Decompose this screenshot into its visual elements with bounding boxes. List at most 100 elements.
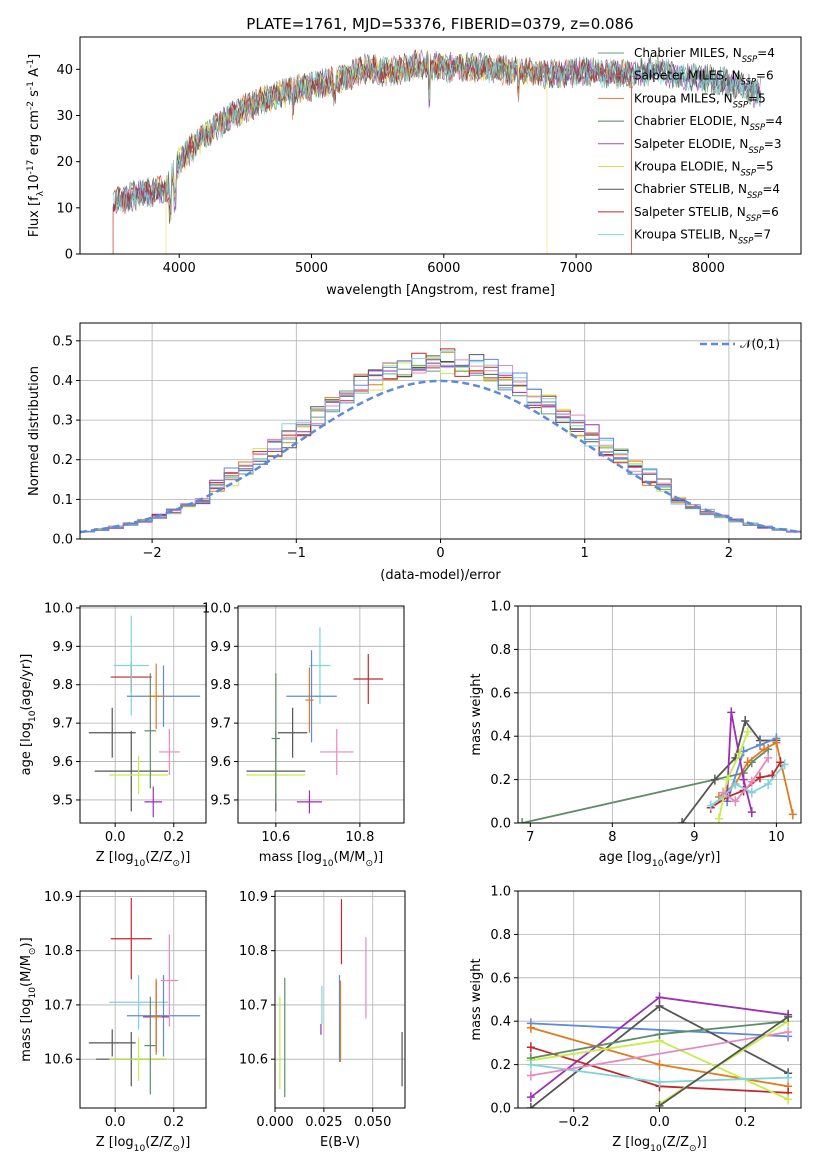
x-tick-label: 0.0: [105, 1115, 126, 1130]
mass-weight-marker: [739, 774, 748, 785]
y-tick-label: 10.8: [239, 944, 268, 959]
y-tick-label: 0.5: [52, 334, 73, 349]
error-bar-point: [309, 627, 331, 704]
age-vs-metallicity-panel: 0.0 0.2 9.5 9.6 9.7 9.8 9.9 10.0 Z [log10(Z/Z⊙)]…: [19, 601, 207, 869]
mass-weight-line: [658, 1016, 789, 1107]
error-bar-point: [277, 707, 308, 758]
plot-area: [112, 49, 762, 254]
mass-weight-marker: [735, 748, 744, 759]
y-tick-label: 0.2: [490, 1058, 511, 1073]
mass-weight-series: [526, 1059, 793, 1087]
legend-entry: Chabrier ELODIE, NSSP=4: [634, 114, 783, 132]
legend-entry: 𝒩(0,1): [740, 337, 780, 351]
mass-weight-marker: [743, 726, 752, 737]
x-tick-label: 0.000: [256, 1115, 293, 1130]
y-tick-label: 0.6: [490, 686, 511, 701]
x-tick-label: 0.2: [163, 1115, 184, 1130]
y-tick-label: 10.6: [44, 1053, 73, 1068]
mass-weight-marker: [784, 1072, 793, 1083]
mass-weight-marker: [755, 772, 764, 783]
legend-entry: Salpeter MILES, NSSP=6: [634, 69, 774, 87]
mass-weight-marker: [731, 778, 740, 789]
error-bar-point: [150, 978, 163, 1055]
mass-weight-marker: [772, 737, 781, 748]
y-tick-label: 0.0: [52, 533, 73, 548]
mass-weight-marker: [655, 1029, 664, 1040]
error-bar-point: [109, 1037, 168, 1081]
mass-weight-marker: [741, 716, 750, 727]
x-axis-label: (data-model)/error: [380, 568, 501, 583]
mass-weight-series: [526, 992, 793, 1103]
massweight-vs-age-panel: 7 8 9 10 0.0 0.2 0.4 0.6 0.8 1.0 age [log10(age/yr…: [469, 600, 802, 869]
y-tick-label: 0.4: [490, 730, 511, 745]
spectrum-series-line: [112, 53, 762, 224]
legend-entry: Kroupa MILES, NSSP=5: [634, 91, 766, 109]
y-tick-label: 0.4: [52, 374, 73, 389]
mass-weight-marker: [784, 1011, 793, 1022]
y-tick-label: 9.7: [210, 717, 231, 732]
x-axis-label: mass [log10(M/M⊙)]: [259, 850, 383, 869]
y-tick-label: 10.7: [239, 998, 268, 1013]
mass-weight-marker: [784, 1094, 793, 1105]
error-bar-point: [144, 673, 157, 789]
axes-frame: [79, 890, 207, 1109]
y-tick-label: 1.0: [490, 885, 511, 900]
x-axis-label: Z [log10(Z/Z⊙)]: [96, 850, 191, 869]
axes-frame: [274, 890, 406, 1109]
mass-weight-marker: [655, 992, 664, 1003]
y-tick-label: 10.7: [44, 998, 73, 1013]
mass-weight-marker: [776, 757, 785, 768]
x-tick-label: 9: [690, 830, 698, 845]
mass-vs-metallicity-panel: 0.0 0.2 10.6 10.7 10.8 10.9 Z [log10(Z/Z⊙)] mas…: [19, 890, 207, 1154]
mass-weight-marker: [764, 778, 773, 789]
mass-weight-series: [719, 752, 773, 807]
error-bar-point: [296, 790, 323, 814]
residual-panel: −2 −1 0 1 2 0.0 0.1 0.2 0.3 0.4 0.5 (data-model)/er…: [27, 322, 802, 583]
x-tick-label: −0.2: [558, 1115, 590, 1130]
x-axis-label: Z [log10(Z/Z⊙)]: [96, 1135, 191, 1154]
mass-weight-marker: [655, 1059, 664, 1070]
x-tick-label: 6000: [427, 261, 460, 276]
y-tick-label: 40: [56, 63, 73, 78]
x-axis-label: Z [log10(Z/Z⊙)]: [612, 1135, 707, 1154]
y-tick-label: 10.8: [44, 944, 73, 959]
y-tick-label: 0.6: [490, 971, 511, 986]
mass-weight-marker: [526, 1022, 535, 1033]
mass-weight-marker: [526, 1059, 535, 1070]
legend-entry: Salpeter ELODIE, NSSP=3: [634, 137, 782, 155]
y-tick-label: 9.9: [210, 640, 231, 655]
y-tick-label: 20: [56, 155, 73, 170]
y-tick-label: 10.0: [202, 601, 231, 616]
residual-histogram: [80, 358, 801, 533]
x-tick-label: 0.0: [105, 830, 126, 845]
y-tick-label: 30: [56, 109, 73, 124]
error-bar-point: [109, 975, 168, 1030]
x-tick-label: 0.2: [735, 1115, 756, 1130]
mass-weight-marker: [760, 744, 769, 755]
y-tick-label: 9.9: [52, 640, 73, 655]
y-tick-label: 9.6: [52, 755, 73, 770]
legend-entry: Kroupa STELIB, NSSP=7: [634, 228, 771, 246]
y-tick-label: 0.1: [52, 493, 73, 508]
error-bar-point: [88, 707, 136, 758]
plot-area: [526, 992, 793, 1108]
x-tick-label: 0.2: [163, 830, 184, 845]
mass-weight-series: [706, 759, 789, 811]
x-tick-label: 8000: [692, 261, 725, 276]
mass-weight-marker: [714, 813, 723, 823]
error-bar-point: [94, 730, 168, 812]
mass-weight-marker: [780, 759, 789, 770]
x-axis-label: wavelength [Angstrom, rest frame]: [326, 283, 555, 298]
mass-weight-marker: [655, 1076, 664, 1087]
mass-weight-marker: [655, 1100, 664, 1108]
age-vs-mass-panel: 10.6 10.8 9.5 9.6 9.7 9.8 9.9 10.0 mass [log10(M…: [202, 601, 405, 869]
error-bar-point: [110, 898, 152, 980]
mass-weight-marker: [755, 739, 764, 750]
x-tick-label: 4000: [163, 261, 196, 276]
mass-weight-marker: [678, 818, 687, 823]
mass-weight-marker: [731, 796, 740, 807]
mass-weight-marker: [747, 787, 756, 798]
mass-weight-line: [521, 748, 769, 823]
spectrum-panel: 4000 5000 6000 7000 8000 0 10 20 30 40 wavelength …: [26, 36, 802, 298]
